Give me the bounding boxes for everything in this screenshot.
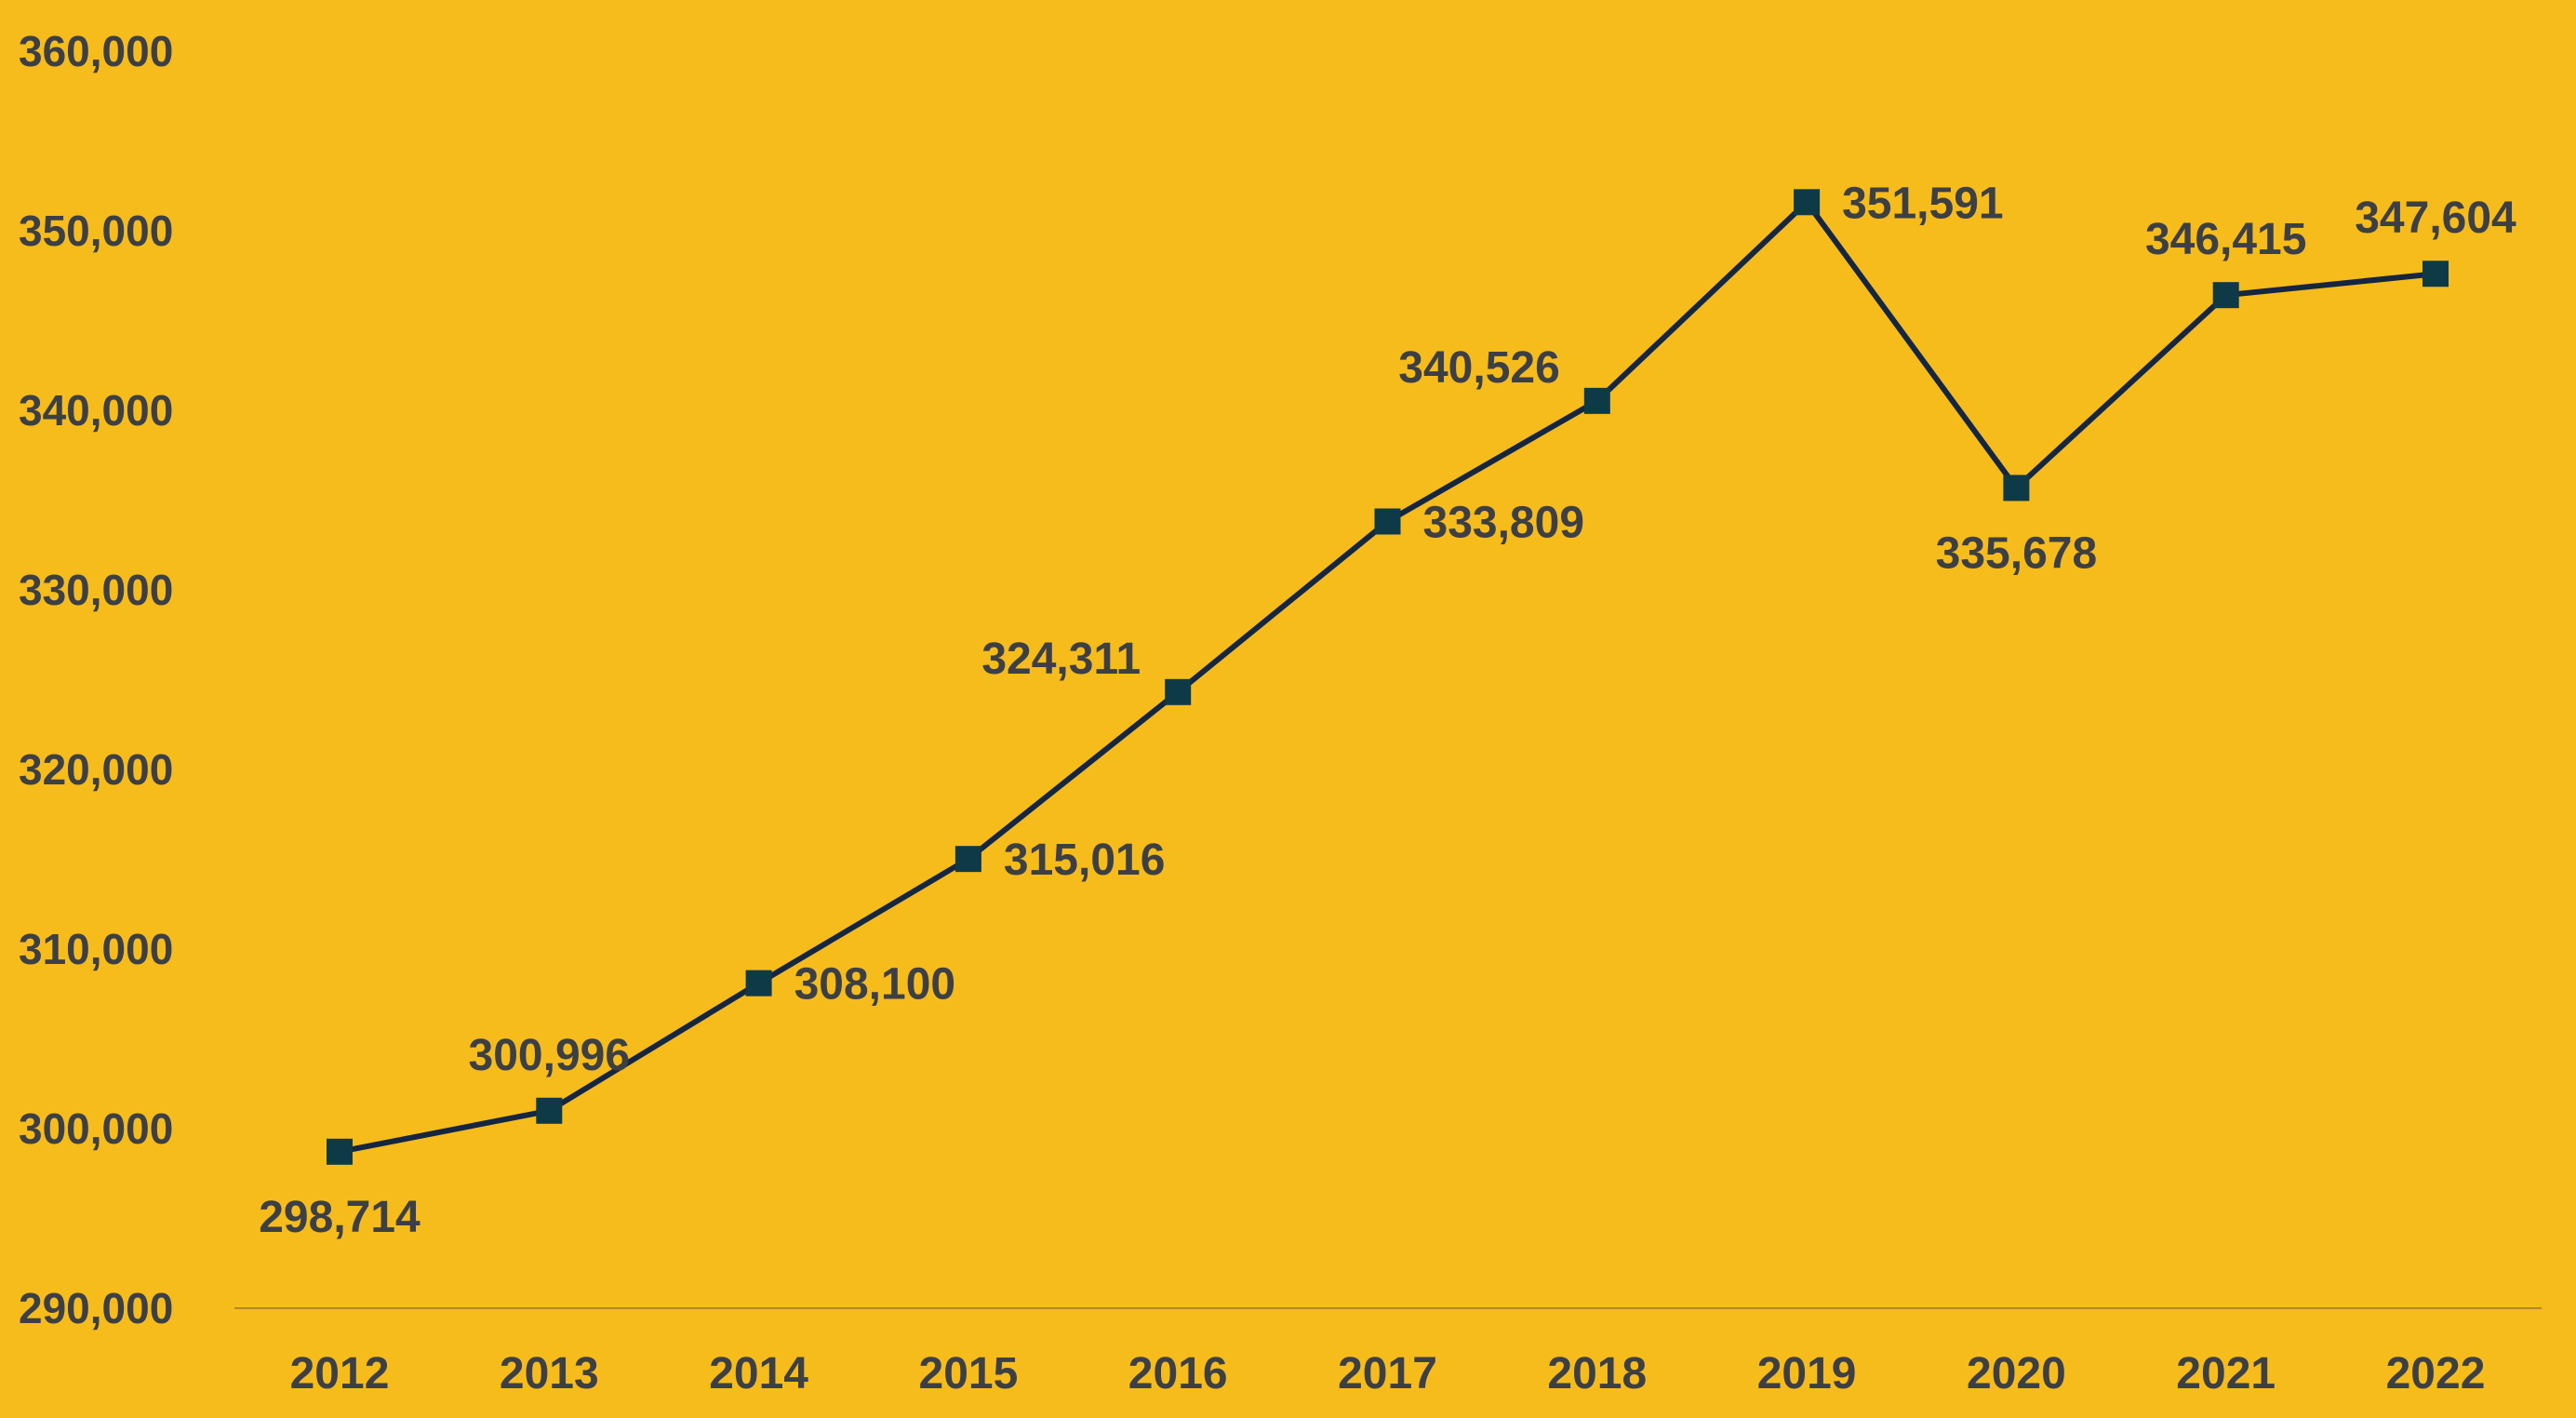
data-label: 340,526 (1398, 343, 1560, 393)
data-point-marker (2212, 282, 2239, 309)
x-tick-label: 2021 (2176, 1349, 2276, 1398)
data-label: 308,100 (794, 960, 956, 1010)
y-tick-label: 360,000 (19, 27, 173, 75)
x-tick-label: 2013 (500, 1349, 599, 1398)
series-line (339, 199, 2436, 1155)
data-point-marker (1374, 508, 1401, 535)
x-tick-label: 2017 (1338, 1349, 1437, 1398)
data-label: 315,016 (1004, 836, 1166, 885)
data-point-marker (1583, 387, 1610, 414)
data-label: 298,714 (259, 1193, 420, 1242)
y-axis-ticks: 290,000 300,000 310,000 320,000 330,000 340,0… (19, 27, 173, 1332)
data-label: 335,678 (1936, 528, 2098, 578)
data-point-marker (536, 1097, 563, 1124)
data-label: 333,809 (1423, 498, 1585, 547)
y-tick-label: 300,000 (19, 1104, 173, 1153)
data-label: 324,311 (981, 635, 1141, 684)
y-tick-label: 290,000 (19, 1284, 173, 1332)
x-tick-label: 2014 (709, 1349, 808, 1398)
x-tick-label: 2018 (1547, 1349, 1647, 1398)
data-point-marker (1165, 678, 1192, 705)
data-label: 346,415 (2145, 215, 2307, 264)
x-tick-label: 2012 (290, 1349, 390, 1398)
data-point-marker (2003, 475, 2030, 502)
y-tick-label: 350,000 (19, 207, 173, 255)
y-tick-label: 310,000 (19, 925, 173, 973)
data-point-marker (954, 846, 981, 873)
x-tick-label: 2022 (2386, 1349, 2486, 1398)
data-label: 300,996 (469, 1031, 631, 1080)
series-markers (327, 189, 2449, 1165)
data-point-marker (2423, 261, 2449, 288)
data-point-marker (1794, 189, 1821, 216)
data-label: 351,591 (1842, 179, 2004, 228)
data-labels: 298,714 300,996 308,100 315,016 324,311 333,8… (259, 179, 2516, 1242)
x-tick-label: 2020 (1967, 1349, 2066, 1398)
y-tick-label: 320,000 (19, 745, 173, 794)
x-tick-label: 2016 (1128, 1349, 1228, 1398)
y-tick-label: 330,000 (19, 566, 173, 614)
data-point-marker (327, 1138, 353, 1165)
x-tick-label: 2019 (1757, 1349, 1857, 1398)
data-label: 347,604 (2355, 194, 2516, 243)
x-axis-ticks: 2012 2013 2014 2015 2016 2017 2018 2019 2020 2021… (290, 1349, 2486, 1398)
x-tick-label: 2015 (919, 1349, 1019, 1398)
data-point-marker (745, 970, 772, 997)
y-tick-label: 340,000 (19, 386, 173, 435)
